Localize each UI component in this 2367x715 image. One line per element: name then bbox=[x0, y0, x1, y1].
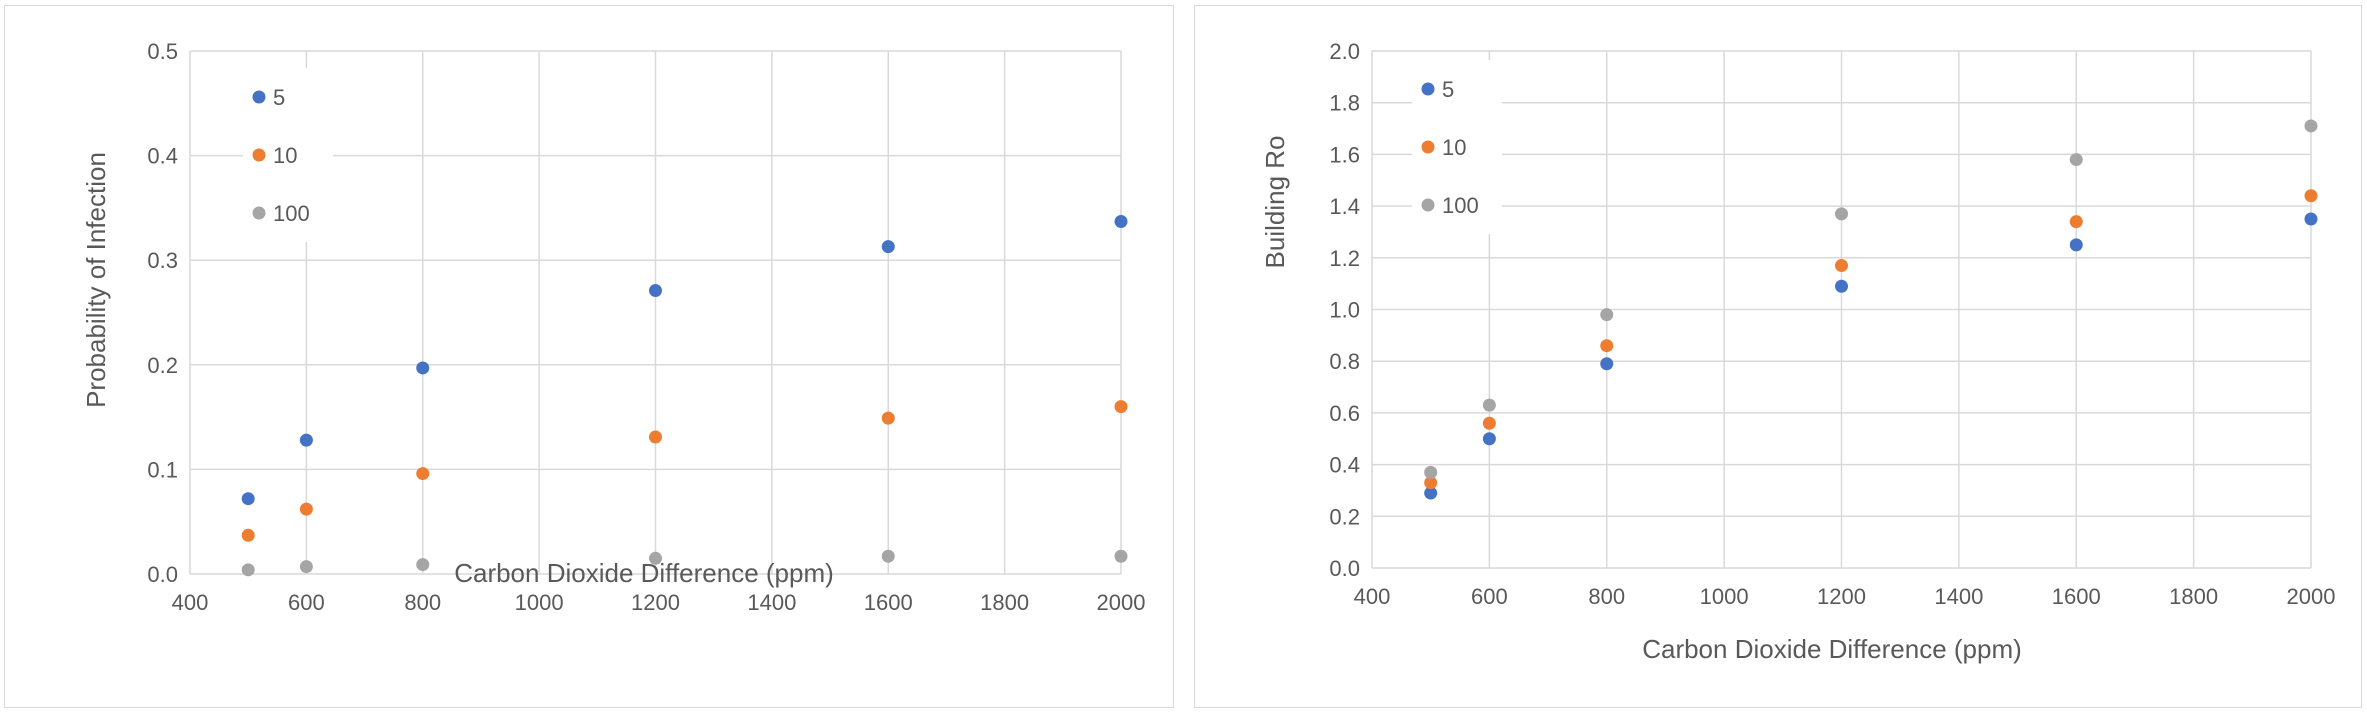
x-tick-label: 1400 bbox=[1934, 584, 1983, 609]
x-tick-label: 1000 bbox=[1700, 584, 1749, 609]
x-tick-label: 800 bbox=[1588, 584, 1625, 609]
data-point-series-10 bbox=[416, 467, 430, 481]
chart-left-svg: 400 600 800 1000 1200 1400 1600 1800 2000 0.0 0.1 0… bbox=[81, 39, 1145, 615]
data-point-series-5 bbox=[416, 361, 430, 375]
y-tick-label: 1.0 bbox=[1329, 298, 1360, 323]
y-tick-label: 0.2 bbox=[1329, 504, 1360, 529]
data-points bbox=[1424, 119, 2318, 500]
data-point-series-10 bbox=[1114, 400, 1128, 414]
legend-label: 100 bbox=[273, 201, 310, 226]
legend-marker bbox=[1421, 82, 1435, 96]
legend-label: 5 bbox=[1442, 77, 1454, 102]
data-points bbox=[241, 214, 1128, 577]
x-tick-label: 1400 bbox=[747, 590, 796, 615]
y-axis-title: Building Ro bbox=[1260, 136, 1290, 269]
legend: 5 10 100 bbox=[243, 68, 333, 242]
x-tick-label: 1800 bbox=[980, 590, 1029, 615]
legend-marker bbox=[1421, 140, 1435, 154]
data-point-series-10 bbox=[1424, 476, 1438, 490]
data-point-series-5 bbox=[299, 433, 313, 447]
chart-right-svg: 400 600 800 1000 1200 1400 1600 1800 2000 0.0 0.2 0… bbox=[1260, 39, 2335, 664]
data-point-series-10 bbox=[881, 411, 895, 425]
data-point-series-100 bbox=[299, 560, 313, 574]
data-point-series-10 bbox=[1835, 259, 1848, 273]
y-tick-label: 0.4 bbox=[1329, 453, 1360, 478]
x-tick-label: 400 bbox=[172, 590, 209, 615]
x-tick-label: 1600 bbox=[2052, 584, 2101, 609]
chart-right-panel: 400 600 800 1000 1200 1400 1600 1800 2000 0.0 0.2 0… bbox=[1194, 5, 2362, 708]
data-point-series-5 bbox=[2069, 238, 2083, 252]
data-point-series-10 bbox=[1600, 339, 1614, 353]
x-tick-label: 1200 bbox=[1817, 584, 1866, 609]
data-point-series-5 bbox=[1835, 279, 1848, 293]
data-point-series-10 bbox=[299, 502, 313, 516]
legend-label: 5 bbox=[273, 85, 285, 110]
x-tick-label: 2000 bbox=[1097, 590, 1146, 615]
data-point-series-10 bbox=[649, 430, 662, 444]
data-point-series-100 bbox=[1600, 308, 1614, 322]
data-point-series-5 bbox=[1482, 432, 1496, 446]
x-tick-label: 1000 bbox=[515, 590, 564, 615]
data-point-series-5 bbox=[881, 240, 895, 254]
data-point-series-100 bbox=[649, 551, 662, 565]
y-tick-label: 2.0 bbox=[1329, 39, 1360, 64]
x-tick-label: 600 bbox=[288, 590, 325, 615]
y-tick-label: 0.4 bbox=[147, 144, 178, 169]
y-tick-label: 1.4 bbox=[1329, 194, 1360, 219]
legend-label: 10 bbox=[1442, 135, 1466, 160]
legend-label: 100 bbox=[1442, 193, 1479, 218]
data-point-series-100 bbox=[1114, 549, 1128, 563]
x-axis-title: Carbon Dioxide Difference (ppm) bbox=[454, 558, 834, 588]
chart-left-panel: 400 600 800 1000 1200 1400 1600 1800 2000 0.0 0.1 0… bbox=[4, 5, 1174, 708]
tick-labels: 400 600 800 1000 1200 1400 1600 1800 2000 0.0 0.1 0… bbox=[147, 39, 1145, 615]
data-point-series-100 bbox=[881, 549, 895, 563]
x-tick-label: 1200 bbox=[631, 590, 680, 615]
grid bbox=[189, 50, 1122, 575]
y-tick-label: 1.2 bbox=[1329, 246, 1360, 271]
y-tick-label: 0.5 bbox=[147, 39, 178, 64]
data-point-series-10 bbox=[2304, 189, 2318, 203]
data-point-series-5 bbox=[1114, 214, 1128, 228]
data-point-series-100 bbox=[241, 563, 255, 577]
tick-labels: 400 600 800 1000 1200 1400 1600 1800 2000 0.0 0.2 0… bbox=[1329, 39, 2335, 609]
x-tick-label: 1800 bbox=[2169, 584, 2218, 609]
grid bbox=[1371, 50, 2312, 569]
data-point-series-100 bbox=[2304, 119, 2318, 133]
legend-marker bbox=[252, 148, 266, 162]
y-tick-label: 0.0 bbox=[147, 562, 178, 587]
legend: 5 10 100 bbox=[1412, 60, 1502, 234]
y-tick-label: 0.2 bbox=[147, 353, 178, 378]
x-tick-label: 2000 bbox=[2287, 584, 2336, 609]
legend-label: 10 bbox=[273, 143, 297, 168]
data-point-series-5 bbox=[649, 284, 662, 298]
x-axis-title: Carbon Dioxide Difference (ppm) bbox=[1642, 634, 2022, 664]
data-point-series-5 bbox=[1600, 357, 1614, 371]
y-tick-label: 1.8 bbox=[1329, 91, 1360, 116]
y-tick-label: 0.6 bbox=[1329, 401, 1360, 426]
data-point-series-100 bbox=[416, 558, 430, 572]
y-tick-label: 0.8 bbox=[1329, 349, 1360, 374]
x-tick-label: 600 bbox=[1471, 584, 1508, 609]
x-tick-label: 800 bbox=[404, 590, 441, 615]
data-point-series-5 bbox=[1424, 486, 1438, 500]
y-tick-label: 0.1 bbox=[147, 457, 178, 482]
data-point-series-100 bbox=[1482, 398, 1496, 412]
data-point-series-100 bbox=[1424, 465, 1438, 479]
x-tick-label: 1600 bbox=[864, 590, 913, 615]
y-tick-label: 0.3 bbox=[147, 248, 178, 273]
data-point-series-10 bbox=[2069, 215, 2083, 229]
y-axis-title: Probability of Infection bbox=[81, 152, 111, 408]
data-point-series-100 bbox=[1835, 207, 1848, 221]
legend-marker bbox=[252, 206, 266, 220]
data-point-series-5 bbox=[2304, 212, 2318, 226]
data-point-series-10 bbox=[1482, 416, 1496, 430]
y-tick-label: 1.6 bbox=[1329, 142, 1360, 167]
data-point-series-5 bbox=[241, 492, 255, 506]
y-tick-label: 0.0 bbox=[1329, 556, 1360, 581]
legend-marker bbox=[1421, 198, 1435, 212]
legend-marker bbox=[252, 90, 266, 104]
data-point-series-10 bbox=[241, 528, 255, 542]
data-point-series-100 bbox=[2069, 153, 2083, 167]
x-tick-label: 400 bbox=[1354, 584, 1391, 609]
